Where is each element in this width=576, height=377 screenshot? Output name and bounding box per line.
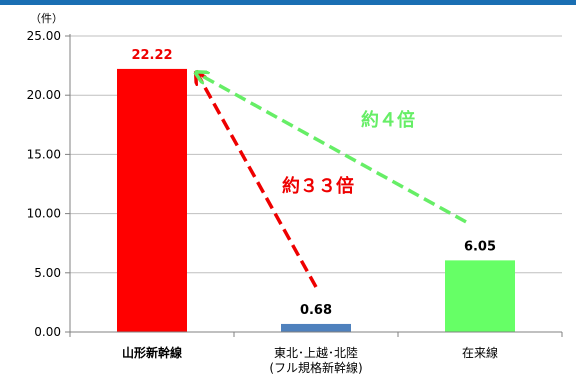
y-tick-label: 25.00 — [27, 29, 61, 43]
annotation-label: 約３３倍 — [282, 175, 354, 197]
data-label: 6.05 — [464, 239, 496, 254]
x-tick-label: 在来線 — [462, 345, 498, 360]
x-tick-label: 東北･上越･北陸 — [274, 346, 358, 360]
top-rule — [0, 0, 576, 5]
bar — [281, 323, 351, 332]
annotation-arrow — [197, 73, 318, 288]
x-tick-label: 山形新幹線 — [122, 345, 182, 360]
y-tick-label: 20.00 — [27, 88, 61, 102]
y-tick-label: 0.00 — [34, 325, 61, 339]
annotation-arrow — [197, 73, 467, 224]
y-tick-label: 10.00 — [27, 207, 61, 221]
y-tick-label: 15.00 — [27, 147, 61, 161]
annotation-label: 約４倍 — [361, 109, 415, 131]
data-label: 22.22 — [131, 48, 172, 63]
data-label: 0.68 — [300, 303, 332, 318]
x-tick-label: (フル規格新幹線) — [269, 360, 362, 375]
y-unit-label: （件） — [30, 12, 63, 25]
bar — [445, 260, 515, 332]
bar — [117, 68, 187, 333]
y-tick-label: 5.00 — [34, 266, 61, 280]
